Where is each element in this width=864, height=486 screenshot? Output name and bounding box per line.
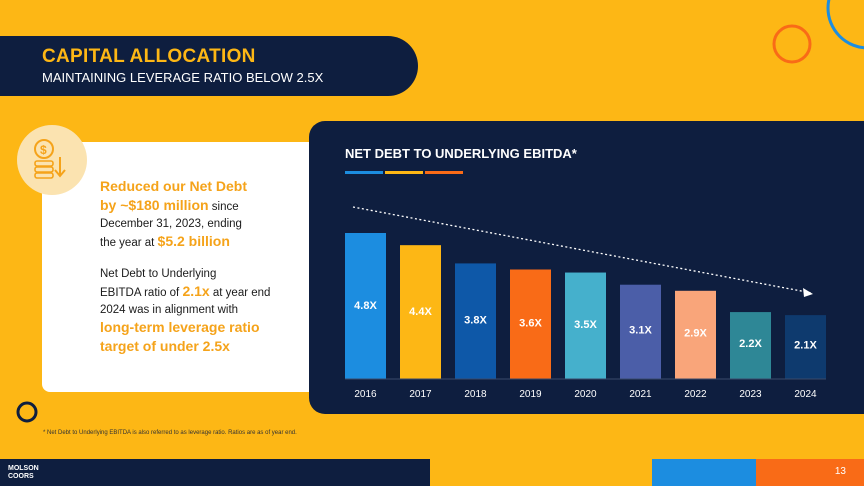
data-label-2022: 2.9X <box>684 328 707 340</box>
data-label-2019: 3.6X <box>519 317 542 329</box>
svg-text:$: $ <box>40 143 47 157</box>
data-label-2020: 3.5X <box>574 319 597 331</box>
chart-title: NET DEBT TO UNDERLYING EBITDA* <box>345 146 577 161</box>
tick-label-2016: 2016 <box>354 389 377 400</box>
summary-text-2: Net Debt to Underlying EBITDA ratio of 2… <box>100 268 271 354</box>
tick-label-2017: 2017 <box>409 389 432 400</box>
headline-amount: by ~$180 million <box>100 197 209 213</box>
orange-ring-decoration <box>772 24 812 64</box>
footer-orange-block <box>756 459 864 486</box>
bar-chart: 4.8X 2016 4.4X 2017 3.8X 2018 3.6X 2019 3.5X 2020… <box>345 206 826 400</box>
leverage-ratio-value: 2.1x <box>182 283 210 299</box>
bar-2023 <box>730 312 771 379</box>
bar-2016 <box>345 233 386 379</box>
tick-label-2023: 2023 <box>739 389 762 400</box>
bar-2019 <box>510 269 551 379</box>
tick-label-2019: 2019 <box>519 389 542 400</box>
title-underline-orange <box>425 171 463 174</box>
trend-arrowhead <box>803 288 813 297</box>
bar-2017 <box>400 245 441 379</box>
blue-arc-decoration <box>826 0 864 50</box>
bar-2021 <box>620 284 661 379</box>
footnote: * Net Debt to Underlying EBITDA is also … <box>43 430 297 436</box>
footer-bar: MOLSON COORS 13 <box>0 459 864 486</box>
page-number: 13 <box>834 466 846 477</box>
summary-text-1: Reduced our Net Debt by ~$180 million si… <box>100 178 248 249</box>
debt-total: $5.2 billion <box>157 233 230 249</box>
data-label-2023: 2.2X <box>739 338 762 350</box>
company-logo: MOLSON COORS <box>8 465 39 480</box>
tick-label-2018: 2018 <box>464 389 487 400</box>
tick-label-2022: 2022 <box>684 389 707 400</box>
tick-label-2024: 2024 <box>794 389 817 400</box>
footer-blue-block <box>652 459 756 486</box>
data-label-2016: 4.8X <box>354 300 377 312</box>
trend-line <box>352 206 813 294</box>
tick-label-2021: 2021 <box>629 389 652 400</box>
footer-gold-block <box>430 459 652 486</box>
summary-card: Reduced our Net Debt by ~$180 million si… <box>42 142 342 392</box>
bar-2020 <box>565 272 606 379</box>
data-label-2021: 3.1X <box>629 325 652 337</box>
bar-2018 <box>455 263 496 379</box>
data-label-2018: 3.8X <box>464 315 487 327</box>
tick-label-2020: 2020 <box>574 389 597 400</box>
chart-panel: NET DEBT TO UNDERLYING EBITDA* 4.8X 2016 4… <box>309 121 864 414</box>
coin-stack-icon: $ <box>17 125 87 195</box>
data-label-2024: 2.1X <box>794 339 817 351</box>
title-underline-blue <box>345 171 383 174</box>
bar-2022 <box>675 290 716 379</box>
bar-2024 <box>785 315 826 379</box>
page-subtitle: MAINTAINING LEVERAGE RATIO BELOW 2.5X <box>42 70 324 85</box>
headline-reduced: Reduced our Net Debt <box>100 178 248 194</box>
data-label-2017: 4.4X <box>409 306 432 318</box>
title-underline-gold <box>385 171 423 174</box>
page-title: CAPITAL ALLOCATION <box>42 46 256 67</box>
header-banner: CAPITAL ALLOCATION MAINTAINING LEVERAGE … <box>0 36 418 96</box>
navy-ring-decoration <box>16 401 38 423</box>
